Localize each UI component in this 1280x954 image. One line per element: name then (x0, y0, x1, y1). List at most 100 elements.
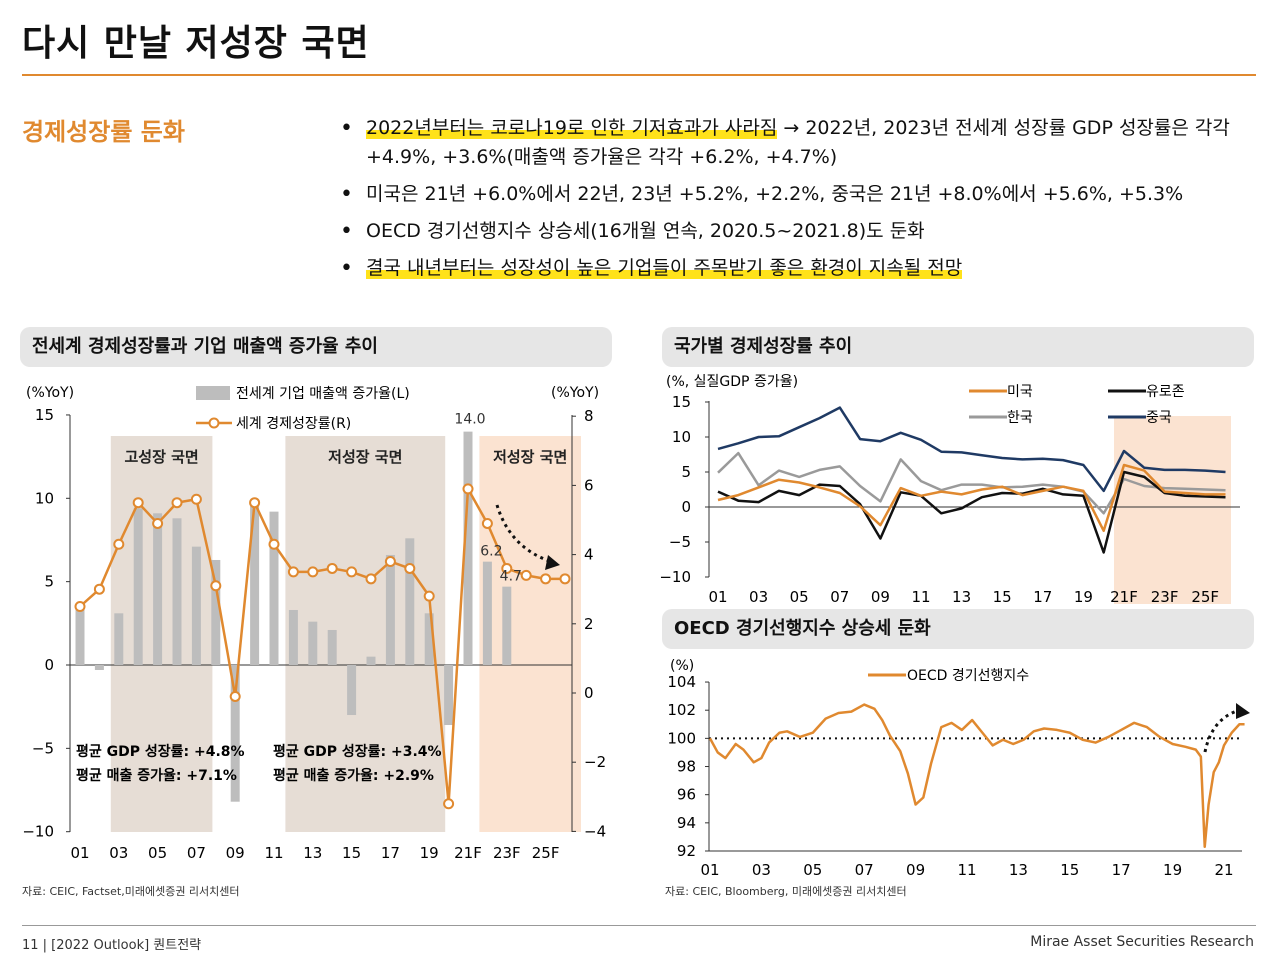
y-axis-unit: (%) (670, 658, 694, 674)
x-tick-label: 21F (454, 844, 482, 862)
gdp-point (171, 497, 183, 509)
bar-data-label: 14.0 (454, 412, 485, 428)
revenue-bar (405, 538, 415, 665)
x-tick-label: 19 (420, 844, 439, 862)
gdp-point (93, 583, 105, 595)
right-tick-label: 4 (584, 546, 594, 564)
phase-label: 저성장 국면 (493, 448, 567, 466)
x-tick-label: 09 (226, 844, 245, 862)
gdp-point (462, 483, 474, 495)
y-tick-label: 5 (681, 463, 691, 481)
footer-brand: Mirae Asset Securities Research (1030, 934, 1254, 950)
revenue-bar (230, 665, 240, 802)
gdp-point (443, 798, 455, 810)
x-tick-label: 15 (1060, 861, 1079, 879)
x-tick-label: 17 (1033, 588, 1052, 606)
chart2-title: 국가별 경제성장률 추이 (662, 327, 1254, 367)
x-tick-label: 09 (871, 588, 890, 606)
bullet-text: OECD 경기선행지수 상승세(16개월 연속, 2020.5~2021.8)도… (366, 220, 925, 242)
right-tick-label: 8 (584, 407, 594, 425)
y-tick-label: 100 (667, 729, 696, 747)
y-tick-label: 15 (672, 393, 691, 411)
right-tick-label: 2 (584, 615, 594, 633)
gdp-point (307, 566, 319, 578)
gdp-point (384, 556, 396, 568)
revenue-bar (444, 665, 454, 726)
x-tick-label: 13 (303, 844, 322, 862)
y-tick-label: 94 (677, 814, 696, 832)
x-tick-label: 25F (532, 844, 560, 862)
y-tick-label: 0 (681, 498, 691, 516)
gdp-point (404, 562, 416, 574)
x-tick-label: 07 (830, 588, 849, 606)
revenue-bar (482, 561, 492, 665)
legend-label: OECD 경기선행지수 (907, 668, 1029, 684)
chart3-source: 자료: CEIC, Bloomberg, 미래에셋증권 리서치센터 (665, 885, 907, 898)
right-tick-label: −2 (584, 753, 606, 771)
left-tick-label: 0 (44, 656, 54, 674)
gdp-point (520, 569, 532, 581)
revenue-bar (114, 613, 124, 665)
page-title: 다시 만날 저성장 국면 (22, 23, 370, 64)
title-divider (22, 74, 1256, 76)
chart1-source: 자료: CEIC, Factset,미래에셋증권 리서치센터 (22, 885, 240, 898)
gdp-point (210, 580, 222, 592)
x-tick-label: 15 (993, 588, 1012, 606)
gdp-point (74, 601, 86, 612)
bullet-highlight: 2022년부터는 코로나19로 인한 기저효과가 사라짐 (366, 117, 778, 139)
x-tick-label: 09 (906, 861, 925, 879)
oecd-cli-line (708, 703, 1245, 849)
gdp-point (540, 573, 552, 585)
y-tick-label: −5 (669, 533, 691, 551)
x-tick-label: 01 (70, 844, 89, 862)
x-tick-label: 03 (109, 844, 128, 862)
x-tick-label: 07 (855, 861, 874, 879)
phase-shade (479, 436, 581, 832)
x-tick-label: 07 (187, 844, 206, 862)
trend-arrow (1203, 708, 1241, 753)
y-tick-label: 96 (677, 786, 696, 804)
trend-arrow-head (545, 555, 560, 570)
x-tick-label: 11 (264, 844, 283, 862)
bar-data-label: 6.2 (480, 544, 502, 560)
gdp-point (229, 690, 241, 702)
revenue-bar (191, 546, 201, 665)
legend-label: 한국 (1007, 410, 1033, 426)
x-tick-label: 13 (952, 588, 971, 606)
bullet-item: 결국 내년부터는 성장성이 높은 기업들이 주목받기 좋은 환경이 지속될 전망 (340, 254, 1240, 283)
trend-arrow-head (1236, 703, 1250, 719)
section-label: 경제성장률 둔화 (22, 118, 185, 146)
gdp-point (423, 590, 435, 602)
bullet-item: OECD 경기선행지수 상승세(16개월 연속, 2020.5~2021.8)도… (340, 217, 1240, 246)
average-annotation: 평균 매출 증가율: +2.9% (273, 767, 434, 784)
x-tick-label: 03 (749, 588, 768, 606)
x-tick-label: 23F (1151, 588, 1179, 606)
phase-label: 저성장 국면 (328, 448, 402, 466)
x-tick-label: 11 (957, 861, 976, 879)
bullet-highlight: 결국 내년부터는 성장성이 높은 기업들이 주목받기 좋은 환경이 지속될 전망 (366, 257, 963, 279)
legend-line-marker (208, 417, 220, 429)
right-axis-unit: (%YoY) (551, 385, 599, 401)
x-tick-label: 11 (911, 588, 930, 606)
footer-page-info: 11 | [2022 Outlook] 퀀트전략 (22, 938, 202, 953)
revenue-bar (133, 508, 143, 665)
x-tick-label: 05 (803, 861, 822, 879)
chart1-title: 전세계 경제성장률과 기업 매출액 증가율 추이 (20, 327, 612, 367)
legend-bar-label: 전세계 기업 매출액 증가율(L) (236, 386, 410, 402)
y-tick-label: 102 (667, 701, 696, 719)
x-tick-label: 01 (708, 588, 727, 606)
left-tick-label: −10 (22, 823, 54, 841)
bullet-text: → 2022년, 2023년 전세계 성장률 GDP 성장률은 각각 +4.9%… (366, 117, 1230, 168)
chart3-title: OECD 경기선행지수 상승세 둔화 (662, 609, 1254, 649)
x-tick-label: 03 (752, 861, 771, 879)
revenue-bar (75, 606, 85, 665)
country-growth-chart: (%, 실질GDP 증가율) 15 10 5 0 −5 −10 01 03 05 07 09 11 13 1… (659, 374, 1240, 606)
y-tick-label: 98 (677, 758, 696, 776)
y-tick-label: 10 (672, 428, 691, 446)
trend-arrow (495, 504, 553, 564)
gdp-point (346, 566, 358, 578)
legend-bar-swatch (196, 386, 230, 400)
right-tick-label: 6 (584, 476, 594, 494)
revenue-bar (172, 518, 182, 665)
x-tick-label: 25F (1191, 588, 1219, 606)
